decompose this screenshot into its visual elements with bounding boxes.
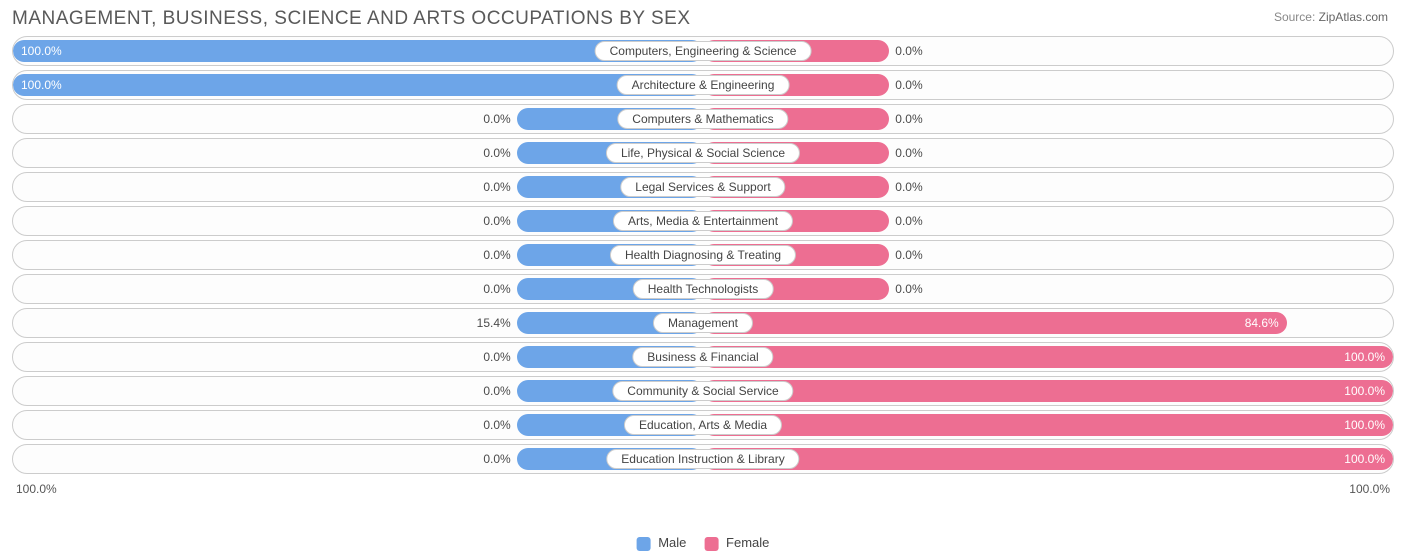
x-axis: 100.0% 100.0%	[12, 482, 1394, 496]
category-label: Health Technologists	[633, 279, 774, 299]
legend-male: Male	[637, 535, 687, 551]
male-value: 0.0%	[483, 146, 510, 160]
chart-row: 0.0% 0.0% Life, Physical & Social Science	[12, 138, 1394, 168]
female-value: 0.0%	[895, 44, 922, 58]
female-value: 100.0%	[1344, 418, 1385, 432]
female-bar: 100.0%	[703, 448, 1393, 470]
category-label: Architecture & Engineering	[617, 75, 790, 95]
female-value: 0.0%	[895, 112, 922, 126]
female-value: 0.0%	[895, 248, 922, 262]
chart-row: 0.0% 100.0% Community & Social Service	[12, 376, 1394, 406]
chart-row: 100.0% 0.0% Architecture & Engineering	[12, 70, 1394, 100]
female-value: 0.0%	[895, 180, 922, 194]
male-value: 0.0%	[483, 248, 510, 262]
source-attribution: Source: ZipAtlas.com	[1274, 10, 1388, 24]
legend: Male Female	[637, 535, 770, 551]
category-label: Life, Physical & Social Science	[606, 143, 800, 163]
chart-rows: 100.0% 0.0% Computers, Engineering & Scien…	[12, 36, 1394, 474]
axis-right: 100.0%	[1349, 482, 1390, 496]
axis-left: 100.0%	[16, 482, 57, 496]
male-value: 0.0%	[483, 180, 510, 194]
category-label: Computers, Engineering & Science	[595, 41, 812, 61]
female-bar: 84.6%	[703, 312, 1287, 334]
legend-male-label: Male	[658, 535, 686, 550]
female-bar: 100.0%	[703, 346, 1393, 368]
category-label: Education Instruction & Library	[606, 449, 799, 469]
female-value: 0.0%	[895, 78, 922, 92]
male-value: 0.0%	[483, 452, 510, 466]
male-value: 100.0%	[21, 44, 62, 58]
female-value: 100.0%	[1344, 452, 1385, 466]
chart-row: 0.0% 0.0% Computers & Mathematics	[12, 104, 1394, 134]
legend-female-label: Female	[726, 535, 769, 550]
male-value: 0.0%	[483, 418, 510, 432]
female-value: 0.0%	[895, 146, 922, 160]
chart-row: 0.0% 100.0% Education, Arts & Media	[12, 410, 1394, 440]
female-value: 100.0%	[1344, 350, 1385, 364]
category-label: Computers & Mathematics	[617, 109, 788, 129]
category-label: Health Diagnosing & Treating	[610, 245, 796, 265]
female-value: 100.0%	[1344, 384, 1385, 398]
category-label: Management	[653, 313, 753, 333]
male-value: 15.4%	[477, 316, 511, 330]
female-swatch	[704, 537, 718, 551]
female-value: 84.6%	[1245, 316, 1279, 330]
male-value: 100.0%	[21, 78, 62, 92]
chart-row: 0.0% 0.0% Legal Services & Support	[12, 172, 1394, 202]
female-bar: 100.0%	[703, 380, 1393, 402]
male-value: 0.0%	[483, 350, 510, 364]
male-bar: 100.0%	[13, 74, 703, 96]
source-value: ZipAtlas.com	[1319, 10, 1388, 24]
category-label: Education, Arts & Media	[624, 415, 782, 435]
category-label: Arts, Media & Entertainment	[613, 211, 793, 231]
chart-row: 15.4% 84.6% Management	[12, 308, 1394, 338]
male-value: 0.0%	[483, 282, 510, 296]
chart-row: 0.0% 100.0% Education Instruction & Librar…	[12, 444, 1394, 474]
male-value: 0.0%	[483, 112, 510, 126]
chart-row: 0.0% 0.0% Arts, Media & Entertainment	[12, 206, 1394, 236]
legend-female: Female	[704, 535, 769, 551]
chart-row: 100.0% 0.0% Computers, Engineering & Scien…	[12, 36, 1394, 66]
female-value: 0.0%	[895, 214, 922, 228]
chart-row: 0.0% 100.0% Business & Financial	[12, 342, 1394, 372]
male-value: 0.0%	[483, 384, 510, 398]
chart-title: MANAGEMENT, BUSINESS, SCIENCE AND ARTS O…	[12, 8, 1394, 30]
category-label: Business & Financial	[632, 347, 773, 367]
category-label: Legal Services & Support	[620, 177, 785, 197]
category-label: Community & Social Service	[612, 381, 793, 401]
chart-row: 0.0% 0.0% Health Diagnosing & Treating	[12, 240, 1394, 270]
source-label: Source:	[1274, 10, 1315, 24]
male-swatch	[637, 537, 651, 551]
female-value: 0.0%	[895, 282, 922, 296]
chart-row: 0.0% 0.0% Health Technologists	[12, 274, 1394, 304]
male-value: 0.0%	[483, 214, 510, 228]
female-bar: 100.0%	[703, 414, 1393, 436]
